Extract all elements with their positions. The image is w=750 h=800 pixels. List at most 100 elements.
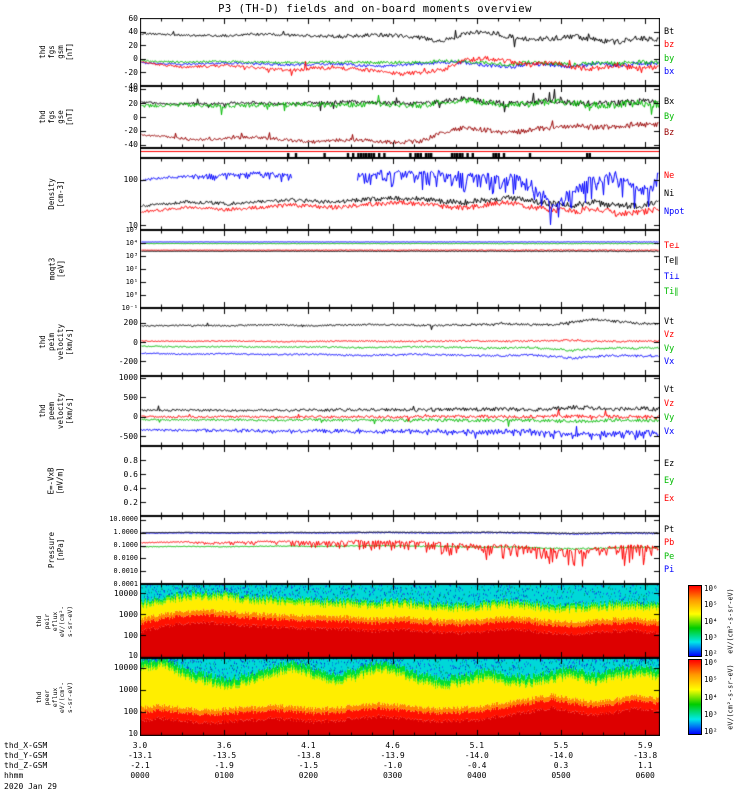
- axis-value: -13.8: [296, 751, 321, 760]
- trace-label-by: by: [664, 53, 675, 64]
- y-tick-label: 10⁻¹: [121, 303, 138, 312]
- y-axis-title-text: Pressure [nPa]: [47, 531, 65, 569]
- axis-value: 0000: [130, 771, 150, 780]
- panel-peer_spec: [140, 658, 660, 736]
- y-tick-label: 40: [128, 27, 138, 37]
- trace-label-Te: Te∥: [664, 256, 679, 267]
- trace-label-Vx: Vx: [664, 357, 675, 368]
- y-tick-label: 0: [133, 412, 138, 422]
- axis-value: -13.5: [212, 751, 237, 760]
- y-tick-label: 1000: [118, 685, 138, 695]
- y-axis-title-text: E=-VxB [mV/m]: [47, 467, 65, 495]
- y-axis-title-text: thd peir eflux eV/(cm²- s-sr-eV): [35, 605, 75, 637]
- axis-value: -13.9: [380, 751, 405, 760]
- trace-label-bx: bx: [664, 67, 675, 78]
- axis-value: -1.9: [214, 761, 234, 770]
- axis-value: 0200: [298, 771, 319, 780]
- trace-label-Vy: Vy: [664, 413, 675, 423]
- axis-row-label-3: hhmm: [4, 771, 24, 780]
- trace-label-bz: bz: [664, 40, 675, 51]
- trace-label-Vt: Vt: [664, 385, 675, 395]
- y-axis-title-peir_spec: thd peir eflux eV/(cm²- s-sr-eV): [24, 584, 88, 658]
- y-axis-title-text: thd peer eflux eV/(cm²- s-sr-eV): [35, 681, 75, 713]
- panel-moments_t: [140, 230, 660, 308]
- colorbar: [688, 659, 702, 735]
- trace-label-Pt: Pt: [664, 524, 675, 535]
- panel-peem_velocity-canvas: [140, 376, 660, 446]
- y-tick-label: 20: [128, 98, 138, 108]
- axis-value: 5.9: [637, 741, 653, 750]
- trace-label-Ne: Ne: [664, 171, 675, 181]
- panel-efield: [140, 446, 660, 516]
- y-tick-label: 0.2: [123, 497, 138, 507]
- colorbar-unit-label: eV/(cm²-s-sr-eV): [716, 584, 746, 658]
- y-tick-label: 10⁴: [125, 238, 138, 247]
- axis-value: 4.6: [385, 741, 400, 750]
- y-axis-title-density: Density [cm-3]: [24, 158, 88, 230]
- y-axis-title-moments_t: moqt3 [eV]: [24, 230, 88, 308]
- panel-quality_flags-canvas: [140, 148, 660, 158]
- y-tick-label: 10000: [113, 663, 138, 673]
- trace-label-Vz: Vz: [664, 330, 675, 341]
- y-axis-title-text: moqt3 [eV]: [46, 257, 65, 281]
- panel-peir_spec-canvas: [140, 584, 660, 658]
- colorbar-tick-label: 10³: [704, 632, 718, 642]
- y-axis-title-text: Density [cm-3]: [46, 178, 65, 210]
- y-tick-label: -200: [118, 356, 138, 366]
- y-tick-label: 0.8: [123, 455, 138, 465]
- trace-label-Ni: Ni: [664, 189, 675, 199]
- y-tick-label: 1000: [118, 609, 138, 619]
- panel-density-canvas: [140, 158, 660, 230]
- axis-value: 0400: [467, 771, 487, 780]
- trace-label-Bx: Bx: [664, 96, 675, 107]
- y-tick-label: 0.0010: [113, 566, 138, 575]
- y-tick-label: 0.6: [123, 469, 138, 479]
- colorbar-tick-label: 10⁵: [704, 600, 718, 610]
- panel-peem_velocity: [140, 376, 660, 446]
- colorbar: [688, 585, 702, 657]
- trace-label-Pe: Pe: [664, 551, 675, 562]
- axis-value: -1.0: [382, 761, 403, 770]
- axis-value: 0500: [551, 771, 571, 780]
- axis-value: 0600: [635, 771, 655, 780]
- axis-value: 3.6: [216, 741, 232, 750]
- axis-row-label-1: thd_Y-GSM: [4, 751, 48, 760]
- y-axis-title-text: thd peim velocity [km/s]: [38, 323, 74, 361]
- axis-value: 0.3: [553, 761, 569, 770]
- colorbar-tick-label: 10⁴: [704, 692, 718, 702]
- trace-label-Ti: Ti⊥: [664, 271, 680, 282]
- trace-label-Te: Te⊥: [664, 240, 680, 251]
- axis-value: 4.1: [301, 741, 316, 750]
- axis-value: -1.5: [298, 761, 319, 770]
- y-axis-title-efield: E=-VxB [mV/m]: [24, 446, 88, 516]
- panel-pressure-canvas: [140, 516, 660, 584]
- axis-value: -0.4: [467, 761, 487, 770]
- panel-peim_velocity-canvas: [140, 308, 660, 376]
- y-tick-label: 60: [128, 13, 138, 23]
- colorbar-tick-label: 10⁴: [704, 616, 718, 626]
- y-tick-label: 1000: [118, 373, 138, 383]
- axis-value: 3.0: [132, 741, 148, 750]
- trace-label-Ti: Ti∥: [664, 287, 679, 298]
- y-tick-label: 10: [128, 729, 138, 739]
- trace-label-Ez: Ez: [664, 458, 675, 469]
- trace-label-Vy: Vy: [664, 343, 675, 354]
- y-tick-label: 200: [123, 318, 138, 328]
- panel-pressure: [140, 516, 660, 584]
- panel-fgs_gse: [140, 86, 660, 148]
- axis-value: 5.5: [553, 741, 569, 750]
- y-tick-label: 0.1000: [113, 541, 138, 549]
- y-tick-label: -20: [123, 126, 138, 136]
- panel-peir_spec: [140, 584, 660, 658]
- trace-label-Ey: Ey: [664, 476, 675, 486]
- trace-label-Pi: Pi: [664, 565, 675, 576]
- trace-label-Pb: Pb: [664, 538, 675, 549]
- y-tick-label: 10³: [125, 251, 138, 260]
- y-axis-title-peem_velocity: thd peem velocity [km/s]: [24, 376, 88, 446]
- y-tick-label: 10⁰: [125, 290, 138, 299]
- y-axis-title-peer_spec: thd peer eflux eV/(cm²- s-sr-eV): [24, 658, 88, 736]
- trace-label-By: By: [664, 112, 675, 122]
- y-tick-label: 20: [128, 40, 138, 50]
- y-tick-label: 0.4: [123, 483, 138, 493]
